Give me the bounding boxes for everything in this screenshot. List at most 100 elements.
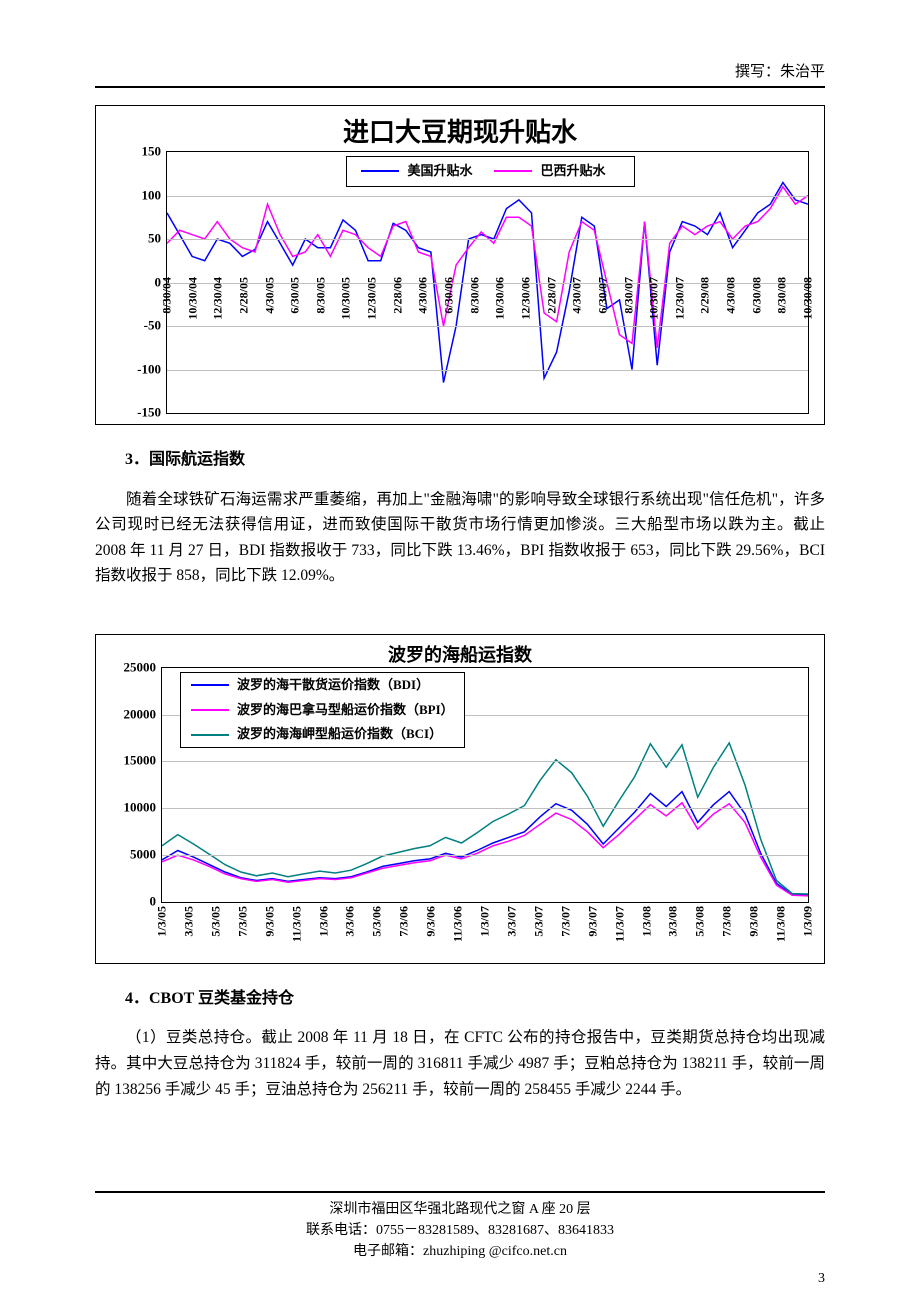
legend-label: 波罗的海干散货运价指数（BDI）	[237, 675, 429, 696]
x-tick: 1/3/07	[475, 906, 494, 937]
series-line	[167, 187, 808, 348]
legend-row: 美国升贴水 巴西升贴水	[351, 159, 629, 184]
x-tick: 6/30/06	[439, 277, 458, 314]
gridline	[162, 855, 808, 856]
chart-legend: 美国升贴水 巴西升贴水	[346, 156, 634, 187]
x-tick: 2/28/07	[542, 277, 561, 314]
x-tick: 8/30/04	[157, 277, 176, 314]
x-tick: 11/3/05	[287, 906, 306, 942]
x-tick: 9/3/05	[260, 906, 279, 937]
gridline	[167, 370, 808, 371]
section3-heading: 3．国际航运指数	[125, 447, 825, 473]
x-tick: 4/30/07	[568, 277, 587, 314]
legend-line	[191, 709, 229, 711]
x-tick: 11/3/06	[448, 906, 467, 942]
chart1-title: 进口大豆期现升贴水	[96, 106, 824, 156]
gridline	[167, 326, 808, 327]
section4-body: （1）豆类总持仓。截止 2008 年 11 月 18 日，在 CFTC 公布的持…	[95, 1025, 825, 1102]
legend-line	[191, 734, 229, 736]
x-tick: 12/30/05	[363, 277, 382, 320]
x-tick: 10/30/06	[491, 277, 510, 320]
x-tick: 1/3/05	[152, 906, 171, 937]
x-tick: 6/30/08	[747, 277, 766, 314]
x-tick: 5/3/05	[206, 906, 225, 937]
x-tick: 8/30/07	[619, 277, 638, 314]
header-rule	[95, 86, 825, 88]
legend-row: 波罗的海巴拿马型船运价指数（BPI）	[181, 698, 464, 723]
x-tick: 7/3/05	[233, 906, 252, 937]
x-tick: 1/3/08	[637, 906, 656, 937]
series-line	[162, 791, 808, 895]
x-tick: 2/29/08	[696, 277, 715, 314]
legend-line	[191, 684, 229, 686]
footer-tel: 联系电话：0755－83281589、83281687、83641833	[95, 1220, 825, 1241]
x-tick: 11/3/08	[771, 906, 790, 942]
chart-legend: 波罗的海干散货运价指数（BDI） 波罗的海巴拿马型船运价指数（BPI） 波罗的海海岬…	[180, 672, 465, 748]
chart-soybean-basis: 进口大豆期现升贴水 150100500-50-100-1508/30/0410/…	[95, 105, 825, 425]
gridline	[167, 196, 808, 197]
x-tick: 12/30/06	[516, 277, 535, 320]
gridline	[162, 808, 808, 809]
x-tick: 3/3/05	[179, 906, 198, 937]
legend-row: 波罗的海干散货运价指数（BDI）	[181, 673, 464, 698]
x-tick: 3/3/07	[502, 906, 521, 937]
x-tick: 7/3/06	[395, 906, 414, 937]
y-tick: -50	[144, 316, 161, 337]
legend-label: 巴西升贴水	[540, 161, 605, 182]
chart1-plot: 150100500-50-100-1508/30/0410/30/0412/30…	[166, 151, 809, 414]
chart-baltic-index: 波罗的海船运指数 25000200001500010000500001/3/05…	[95, 634, 825, 964]
x-tick: 8/30/05	[311, 277, 330, 314]
x-tick: 3/3/08	[664, 906, 683, 937]
y-tick: 10000	[124, 798, 157, 819]
x-tick: 4/30/08	[721, 277, 740, 314]
x-tick: 8/30/08	[773, 277, 792, 314]
x-tick: 7/3/07	[556, 906, 575, 937]
x-tick: 10/30/04	[183, 277, 202, 320]
footer-addr: 深圳市福田区华强北路现代之窗 A 座 20 层	[95, 1199, 825, 1220]
section3-body: 随着全球铁矿石海运需求严重萎缩，再加上"金融海啸"的影响导致全球银行系统出现"信…	[95, 487, 825, 589]
x-tick: 10/30/07	[645, 277, 664, 320]
x-tick: 4/30/06	[414, 277, 433, 314]
x-tick: 3/3/06	[341, 906, 360, 937]
page-footer: 深圳市福田区华强北路现代之窗 A 座 20 层 联系电话：0755－832815…	[95, 1191, 825, 1262]
x-tick: 1/3/06	[314, 906, 333, 937]
x-tick: 1/3/09	[798, 906, 817, 937]
author-label: 撰写：朱治平	[735, 60, 825, 84]
page-number: 3	[818, 1268, 825, 1290]
footer-rule	[95, 1191, 825, 1193]
gridline	[162, 761, 808, 762]
x-tick: 9/3/07	[583, 906, 602, 937]
y-tick: 15000	[124, 751, 157, 772]
x-tick: 12/30/07	[670, 277, 689, 320]
y-tick: 100	[142, 185, 162, 206]
x-tick: 6/30/07	[593, 277, 612, 314]
y-tick: 5000	[130, 845, 156, 866]
series-line	[162, 743, 808, 894]
y-tick: 150	[142, 142, 162, 163]
x-tick: 5/3/06	[368, 906, 387, 937]
y-tick: 50	[148, 229, 161, 250]
y-tick: -150	[137, 403, 161, 424]
series-line	[162, 803, 808, 896]
y-tick: 25000	[124, 657, 157, 678]
x-tick: 2/28/05	[234, 277, 253, 314]
legend-line	[361, 170, 399, 172]
x-tick: 11/3/07	[610, 906, 629, 942]
section4-heading: 4．CBOT 豆类基金持仓	[125, 986, 825, 1012]
x-tick: 12/30/04	[209, 277, 228, 320]
legend-label: 美国升贴水	[407, 161, 472, 182]
legend-row: 波罗的海海岬型船运价指数（BCI）	[181, 722, 464, 747]
x-tick: 10/30/08	[798, 277, 817, 320]
x-tick: 9/3/06	[422, 906, 441, 937]
legend-label: 波罗的海巴拿马型船运价指数（BPI）	[237, 700, 454, 721]
chart2-plot: 25000200001500010000500001/3/053/3/055/3…	[161, 667, 809, 903]
legend-label: 波罗的海海岬型船运价指数（BCI）	[237, 724, 442, 745]
x-tick: 9/3/08	[745, 906, 764, 937]
y-tick: 20000	[124, 704, 157, 725]
y-tick: -100	[137, 359, 161, 380]
footer-email: 电子邮箱：zhuzhiping @cifco.net.cn	[95, 1241, 825, 1262]
legend-line	[494, 170, 532, 172]
x-tick: 5/3/07	[529, 906, 548, 937]
gridline	[167, 239, 808, 240]
x-tick: 10/30/05	[337, 277, 356, 320]
